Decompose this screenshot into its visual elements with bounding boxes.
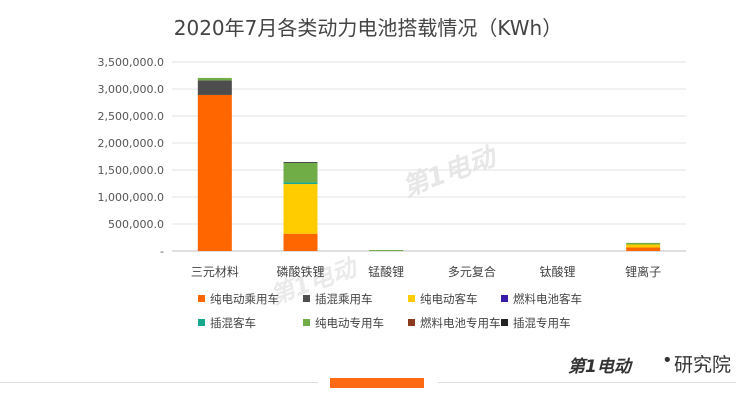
legend-item: 插混乘用车: [303, 291, 373, 307]
legend-label: 纯电动客车: [420, 292, 478, 306]
footer-divider-right: [438, 382, 736, 383]
legend-swatch: [198, 319, 205, 326]
legend-item: 插混专用车: [501, 315, 571, 331]
y-tick-label: 1,000,000.0: [98, 191, 164, 204]
y-tick-label: 3,500,000.0: [98, 56, 164, 69]
legend-swatch: [198, 295, 205, 302]
footer-divider-left: [0, 382, 318, 383]
x-tick-label: 磷酸铁锂: [276, 264, 324, 279]
brand-logo: 第1电动: [568, 357, 631, 377]
chart-title: 2020年7月各类动力电池搭载情况（KWh）: [173, 16, 563, 40]
legend-label: 纯电动专用车: [315, 316, 384, 330]
legend-label: 纯电动乘用车: [210, 292, 279, 306]
bar-segment: [283, 233, 318, 251]
legend-item: 纯电动客车: [408, 291, 478, 307]
bar-segment: [369, 250, 404, 251]
bar-segment: [197, 80, 232, 95]
legend-swatch: [408, 295, 415, 302]
legend-swatch: [501, 295, 508, 302]
legend-label: 燃料电池客车: [513, 292, 582, 306]
y-tick-label: 2,000,000.0: [98, 137, 164, 150]
legend-item: 燃料电池专用车: [408, 315, 501, 331]
bar-segment: [626, 244, 661, 248]
bar-segment: [283, 162, 318, 163]
y-tick-label: 2,500,000.0: [98, 110, 164, 123]
legend-swatch: [303, 319, 310, 326]
x-tick-label: 锂离子: [625, 264, 661, 279]
bar-segment: [283, 182, 318, 185]
legend-swatch: [501, 319, 508, 326]
y-tick-label: -: [160, 245, 164, 258]
bar-segment: [197, 94, 232, 251]
legend-label: 插混客车: [210, 316, 256, 330]
x-tick-label: 钛酸锂: [539, 264, 575, 279]
bar-segment: [626, 242, 661, 245]
legend-item: 纯电动专用车: [303, 315, 384, 331]
y-tick-label: 1,500,000.0: [98, 164, 164, 177]
footer-accent-bar: [330, 378, 424, 388]
legend-swatch: [408, 319, 415, 326]
bar-segment: [283, 184, 318, 234]
brand-separator: •: [662, 350, 673, 371]
bar-segment: [626, 247, 661, 251]
y-tick-label: 3,000,000.0: [98, 83, 164, 96]
legend-item: 燃料电池客车: [501, 291, 582, 307]
x-tick-label: 多元复合: [448, 264, 496, 279]
legend-label: 插混专用车: [513, 316, 571, 330]
brand-suffix: 研究院: [674, 354, 732, 376]
legend-swatch: [303, 295, 310, 302]
legend-item: 插混客车: [198, 315, 256, 331]
bar-segment: [197, 77, 232, 81]
y-tick-label: 500,000.0: [108, 218, 164, 231]
legend-item: 纯电动乘用车: [198, 291, 279, 307]
x-tick-label: 三元材料: [191, 265, 239, 279]
legend-label: 插混乘用车: [315, 292, 373, 306]
legend-label: 燃料电池专用车: [420, 316, 501, 330]
x-tick-label: 锰酸锂: [368, 264, 404, 279]
bar-segment: [283, 162, 318, 183]
